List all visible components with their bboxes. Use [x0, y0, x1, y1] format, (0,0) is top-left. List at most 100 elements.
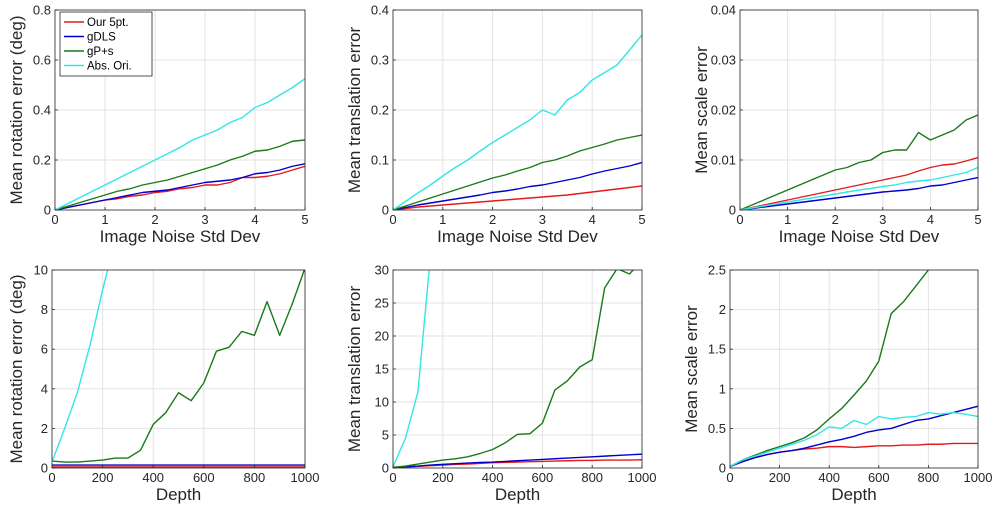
series-line-gdls — [393, 453, 642, 468]
x-tick-label: 600 — [532, 470, 554, 485]
y-tick-label: 0 — [719, 461, 726, 476]
series-line-gdls — [730, 405, 978, 468]
x-tick-label: 1000 — [964, 470, 993, 485]
x-tick-label: 3 — [879, 212, 886, 227]
x-tick-label: 5 — [974, 212, 981, 227]
y-axis-label: Mean scale error — [692, 46, 711, 174]
x-axis-label: Image Noise Std Dev — [100, 227, 261, 246]
x-tick-label: 5 — [638, 212, 645, 227]
legend-label: gDLS — [87, 32, 116, 44]
series-line-our-5pt — [393, 185, 642, 210]
x-tick-label: 3 — [539, 212, 546, 227]
x-tick-label: 400 — [482, 470, 504, 485]
x-axis-label: Depth — [831, 485, 876, 504]
x-tick-label: 0 — [48, 470, 55, 485]
y-tick-label: 0.01 — [711, 153, 736, 168]
axes-frame — [51, 269, 306, 469]
x-tick-label: 200 — [432, 470, 454, 485]
y-tick-label: 0 — [41, 461, 48, 476]
y-tick-label: 5 — [382, 428, 389, 443]
y-tick-label: 0.8 — [33, 3, 51, 18]
chart-panel-6: 0 200 400 600 800 1000 0 0.5 1 1.5 2 2.5 Depth Mean s… — [682, 263, 992, 505]
x-tick-label: 2 — [832, 212, 839, 227]
y-axis-label: Mean translation error — [345, 27, 364, 194]
x-axis-label: Image Noise Std Dev — [779, 227, 940, 246]
legend-label: Abs. Ori. — [87, 61, 132, 73]
y-tick-label: 2.5 — [708, 263, 726, 278]
chart-panel-1: 0 1 2 3 4 5 0 0.2 0.4 0.6 0.8 Image Noise Std Dev Me… — [7, 3, 309, 247]
y-tick-label: 0.2 — [371, 103, 389, 118]
series-line-abs-ori — [730, 411, 978, 468]
y-tick-label: 0 — [729, 203, 736, 218]
x-tick-label: 600 — [868, 470, 890, 485]
y-tick-label: 0 — [382, 461, 389, 476]
y-tick-label: 0.02 — [711, 103, 736, 118]
x-tick-label: 800 — [581, 470, 603, 485]
x-tick-label: 4 — [589, 212, 596, 227]
series-line-abs-ori — [393, 34, 642, 210]
y-tick-label: 0.04 — [711, 3, 736, 18]
x-tick-label: 200 — [92, 470, 114, 485]
y-tick-label: 0 — [382, 203, 389, 218]
y-tick-label: 10 — [34, 263, 48, 278]
chart-panel-5: 0 200 400 600 800 1000 0 5 10 15 20 25 30 Depth Mean t… — [345, 263, 657, 505]
chart-panel-3: 0 1 2 3 4 5 0 0.01 0.02 0.03 0.04 Image Noise Std D… — [692, 3, 982, 247]
series-line-gp-s — [730, 270, 929, 468]
y-tick-label: 1.5 — [708, 342, 726, 357]
x-tick-label: 1000 — [291, 470, 320, 485]
x-tick-label: 400 — [818, 470, 840, 485]
x-tick-label: 800 — [244, 470, 266, 485]
axes-frame — [729, 269, 979, 469]
series-line-gp-s — [52, 270, 305, 463]
y-tick-label: 0.4 — [33, 103, 51, 118]
series-line-gp-s — [393, 134, 642, 210]
y-tick-label: 0 — [44, 203, 51, 218]
y-axis-label: Mean rotation error (deg) — [7, 16, 26, 205]
chart-panel-2: 0 1 2 3 4 5 0 0.1 0.2 0.3 0.4 Image Noise Std Dev Me… — [345, 3, 646, 247]
x-tick-label: 800 — [918, 470, 940, 485]
x-axis-label: Depth — [495, 485, 540, 504]
series-line-abs-ori — [52, 270, 109, 463]
y-axis-label: Mean scale error — [682, 305, 701, 433]
y-axis-label: Mean translation error — [345, 286, 364, 453]
x-tick-label: 1 — [101, 212, 108, 227]
y-tick-label: 4 — [41, 381, 48, 396]
series-line-gp-s — [55, 139, 305, 210]
y-tick-label: 0.4 — [371, 3, 389, 18]
x-tick-label: 600 — [193, 470, 215, 485]
x-tick-label: 400 — [142, 470, 164, 485]
x-tick-label: 3 — [201, 212, 208, 227]
y-tick-label: 20 — [375, 329, 389, 344]
y-tick-label: 15 — [375, 362, 389, 377]
y-tick-label: 6 — [41, 342, 48, 357]
legend-label: Our 5pt. — [87, 17, 129, 29]
chart-panel-4: 0 200 400 600 800 1000 0 2 4 6 8 10 Depth Mean rotati… — [7, 263, 320, 505]
x-axis-label: Image Noise Std Dev — [437, 227, 598, 246]
x-tick-label: 0 — [51, 212, 58, 227]
y-tick-label: 0.5 — [708, 421, 726, 436]
y-tick-label: 0.3 — [371, 53, 389, 68]
series-line-gdls — [55, 163, 305, 210]
plot-area — [730, 270, 978, 468]
y-tick-label: 2 — [41, 421, 48, 436]
plot-area — [52, 270, 305, 468]
x-tick-label: 5 — [301, 212, 308, 227]
series-line-gp-s — [740, 114, 978, 210]
y-tick-label: 2 — [719, 302, 726, 317]
y-tick-label: 0.2 — [33, 153, 51, 168]
y-tick-label: 30 — [375, 263, 389, 278]
x-tick-label: 1000 — [628, 470, 657, 485]
series-line-gp-s — [393, 270, 635, 468]
series-line-abs-ori — [393, 270, 430, 467]
y-tick-label: 8 — [41, 302, 48, 317]
x-tick-label: 0 — [389, 212, 396, 227]
x-axis-label: Depth — [156, 485, 201, 504]
x-tick-label: 0 — [726, 470, 733, 485]
y-axis-label: Mean rotation error (deg) — [7, 275, 26, 464]
series-line-gdls — [740, 176, 978, 210]
x-tick-label: 1 — [784, 212, 791, 227]
y-tick-label: 0.03 — [711, 53, 736, 68]
y-tick-label: 1 — [719, 381, 726, 396]
series-line-our-5pt — [740, 156, 978, 210]
